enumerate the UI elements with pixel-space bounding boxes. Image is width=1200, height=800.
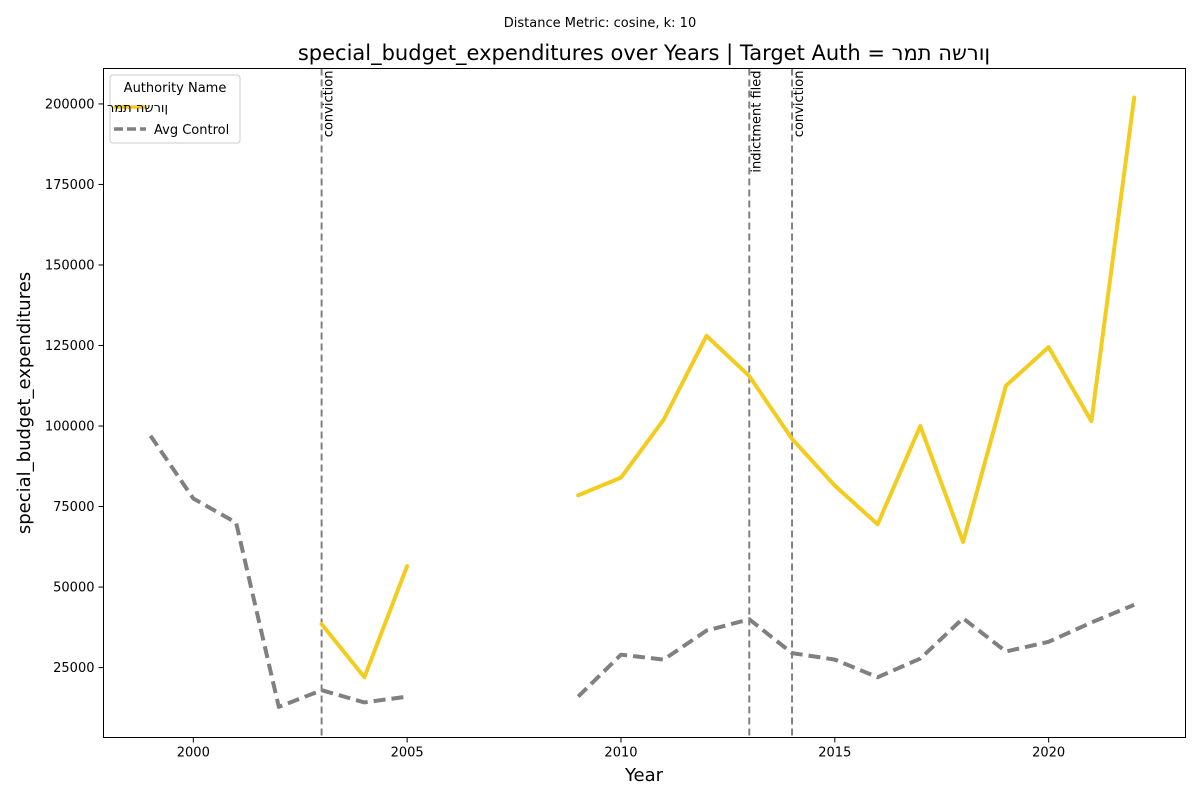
x-tick-label: 2015: [818, 746, 851, 761]
series-lines: [148, 95, 1137, 709]
legend: Authority Name ןורשה תמר Avg Control: [107, 74, 241, 144]
y-tick-label: 150000: [45, 258, 95, 273]
x-tick-label: 2020: [1032, 746, 1065, 761]
y-tick-label: 125000: [45, 339, 95, 354]
legend-title: Authority Name: [124, 81, 227, 96]
plot-area: [103, 68, 1186, 738]
legend-label-avg-control: Avg Control: [154, 123, 229, 138]
y-tick-label: 100000: [45, 420, 95, 435]
series-line-target: [319, 564, 410, 680]
x-axis-ticks: 2000 2005 2010 2015 2020: [177, 737, 1065, 761]
figure-suptitle: Distance Metric: cosine, k: 10: [504, 16, 696, 31]
y-tick-label: 200000: [45, 97, 95, 112]
chart-title: special_budget_expenditures over Years |…: [298, 41, 990, 66]
series-line-avg-control: [576, 602, 1135, 699]
event-label: indictment filed: [749, 71, 764, 173]
event-label: conviction: [322, 71, 337, 138]
y-tick-label: 25000: [53, 661, 94, 676]
legend-label-target: ןורשה תמר: [107, 101, 168, 116]
x-axis-label: Year: [624, 765, 664, 786]
legend-box: [109, 74, 241, 144]
y-axis-ticks: 25000 50000 75000 100000 125000 150000 175000 2…: [45, 97, 104, 676]
x-tick-label: 2000: [177, 746, 210, 761]
plot-frame: [103, 68, 1186, 738]
x-tick-label: 2010: [604, 746, 637, 761]
y-tick-label: 50000: [53, 581, 94, 596]
y-tick-label: 175000: [45, 178, 95, 193]
x-tick-label: 2005: [391, 746, 424, 761]
y-axis-label: special_budget_expenditures: [14, 272, 35, 534]
series-line-avg-control: [148, 434, 408, 709]
event-markers: conviction indictment filed conviction: [320, 68, 807, 738]
y-tick-label: 75000: [53, 500, 94, 515]
series-line-target: [576, 95, 1137, 544]
event-label: conviction: [792, 71, 807, 138]
